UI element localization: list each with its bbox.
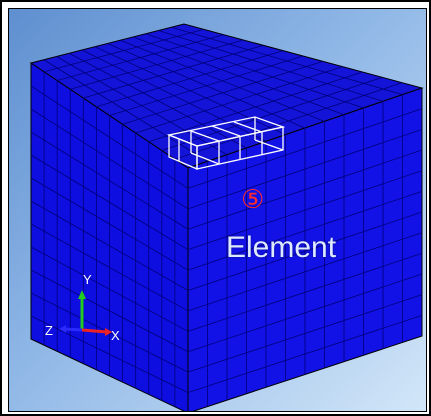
axis-x-label: X	[111, 328, 120, 343]
annotation-number: ⑤	[241, 185, 265, 215]
axis-triad	[59, 290, 112, 336]
annotation-label: Element	[226, 231, 337, 264]
axis-z-label: Z	[45, 323, 53, 338]
mesh-cube[interactable]	[9, 9, 427, 412]
axis-y-label: Y	[83, 272, 92, 287]
graphics-viewport[interactable]: Y X Z ⑤ Element	[8, 8, 427, 412]
mesh-gridlines	[30, 26, 423, 407]
selected-elements-wireframe[interactable]	[166, 116, 286, 170]
